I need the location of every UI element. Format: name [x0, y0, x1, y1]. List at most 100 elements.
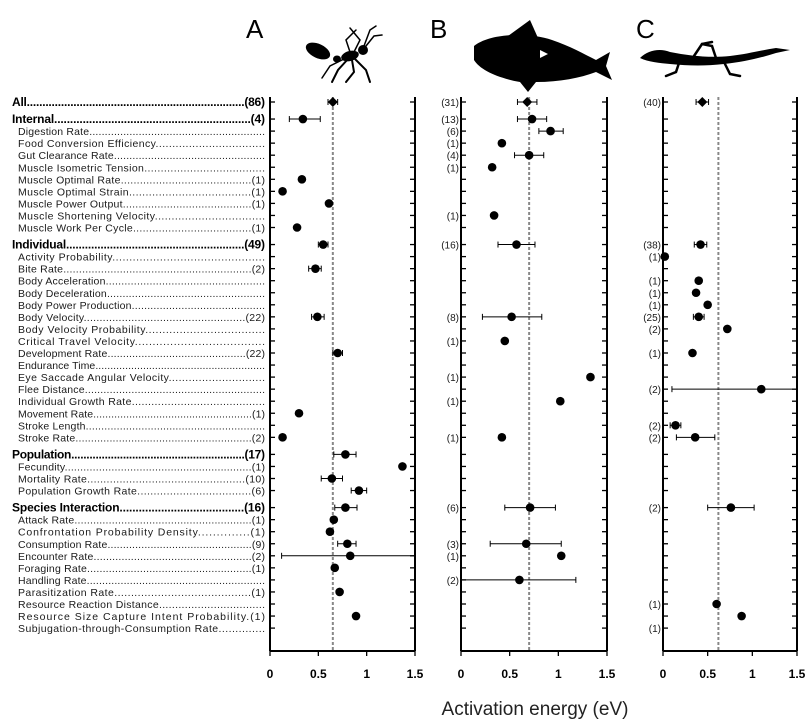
sample-count: (1) [649, 253, 661, 264]
row-label: Critical Travel Velocity................… [18, 336, 265, 348]
data-point [345, 551, 355, 561]
row-label: Stroke Rate.............................… [18, 432, 265, 444]
data-point [756, 384, 766, 394]
row-label: Mortality Rate..........................… [18, 474, 265, 486]
x-axis-label: Activation energy (eV) [442, 699, 629, 720]
row-label: Species Interaction.....................… [12, 501, 265, 515]
data-point [311, 264, 320, 273]
row-label: Individual Growth Rate..................… [18, 396, 265, 408]
row-label: Eye Saccade Angular Velocity............… [18, 372, 265, 384]
sample-count: (1) [447, 433, 459, 444]
row-label: Resource Size Capture Intent Probability… [18, 611, 265, 623]
sample-count: (1) [649, 277, 661, 288]
row-labels: All.....................................… [12, 95, 265, 635]
row-label: Handling Rate...........................… [18, 575, 265, 587]
data-point [691, 288, 701, 298]
row-label: Parasitization Rate.....................… [18, 587, 265, 599]
data-point [521, 539, 531, 549]
sample-count: (1) [447, 397, 459, 408]
sample-count: (2) [649, 325, 661, 336]
sample-count: (1) [447, 373, 459, 384]
sample-count: (16) [441, 241, 459, 252]
data-point [327, 474, 337, 483]
data-point [324, 199, 334, 208]
row-label: Muscle Shortening Velocity..............… [18, 210, 265, 222]
sample-count: (3) [447, 540, 459, 551]
row-label: Confrontation Probability Density.......… [18, 527, 265, 539]
data-point [398, 462, 407, 471]
data-point [694, 276, 704, 286]
data-point [512, 240, 521, 249]
data-point [341, 450, 350, 459]
data-point [527, 114, 537, 124]
data-point [524, 150, 534, 160]
ant-silhouette-icon [305, 25, 383, 83]
sample-count: (6) [447, 504, 459, 515]
data-point [313, 312, 322, 322]
sample-count: (1) [649, 289, 661, 300]
row-label: Stroke Length...........................… [18, 420, 265, 432]
data-point [500, 336, 510, 346]
sample-count: (1) [447, 552, 459, 563]
row-label: Muscle Power Output.....................… [18, 198, 265, 210]
row-label: Encounter Rate..........................… [18, 551, 265, 563]
sample-count: (2) [649, 421, 661, 432]
data-point [329, 515, 339, 524]
data-point [694, 312, 704, 322]
data-point [690, 433, 700, 442]
sample-count: (31) [441, 98, 459, 109]
data-point [318, 240, 328, 249]
sample-count: (1) [649, 624, 661, 635]
row-label: Bite Rate...............................… [18, 264, 265, 276]
sample-count: (2) [447, 576, 459, 587]
panel-letter-c: C [636, 14, 655, 44]
x-tick-label: 1 [363, 667, 370, 681]
data-point [330, 563, 340, 573]
panel-letter-b: B [430, 14, 447, 44]
data-point [327, 97, 338, 107]
sample-count: (1) [447, 337, 459, 348]
sample-count: (13) [441, 115, 459, 126]
data-point [546, 126, 555, 136]
x-tick-label: 0.5 [501, 667, 518, 681]
data-point [515, 575, 524, 585]
sample-count: (1) [447, 163, 459, 174]
x-tick-label: 0 [458, 667, 465, 681]
sample-count: (25) [643, 313, 661, 324]
sample-count: (1) [649, 600, 661, 611]
row-label: Body Acceleration.......................… [18, 276, 265, 288]
row-label: Body Velocity...........................… [18, 312, 265, 324]
x-tick-label: 1.5 [599, 667, 616, 681]
x-tick-label: 1 [555, 667, 562, 681]
data-point [737, 611, 746, 621]
row-label: Muscle Work Per Cycle...................… [18, 223, 265, 235]
data-point [333, 348, 342, 358]
row-label: Population Growth Rate..................… [18, 486, 265, 498]
row-label: Foraging Rate...........................… [18, 563, 265, 575]
data-point [525, 503, 535, 512]
row-label: Fecundity...............................… [18, 461, 265, 473]
row-label: Muscle Isometric Tension................… [18, 162, 265, 174]
row-label: Movement Rate...........................… [18, 408, 265, 420]
data-point [351, 611, 361, 621]
x-tick-label: 0.5 [310, 667, 327, 681]
data-point [586, 372, 595, 382]
data-point [278, 433, 287, 442]
sample-count: (1) [447, 211, 459, 222]
panel-a: 0 0.5 1 1.5 [267, 97, 424, 681]
sample-count: (2) [649, 433, 661, 444]
sample-count: (2) [649, 385, 661, 396]
fish-silhouette-icon [474, 20, 612, 92]
data-point [688, 348, 697, 358]
data-point [555, 396, 565, 406]
data-point [497, 138, 507, 148]
row-label: Muscle Optimal Rate.....................… [18, 174, 265, 186]
data-point [660, 252, 670, 261]
sample-count: (1) [649, 301, 661, 312]
data-point [341, 503, 350, 512]
panel-letter-a: A [246, 14, 264, 44]
data-point [278, 187, 287, 196]
x-tick-label: 1.5 [789, 667, 806, 681]
x-tick-label: 0 [660, 667, 667, 681]
data-point [712, 599, 721, 609]
